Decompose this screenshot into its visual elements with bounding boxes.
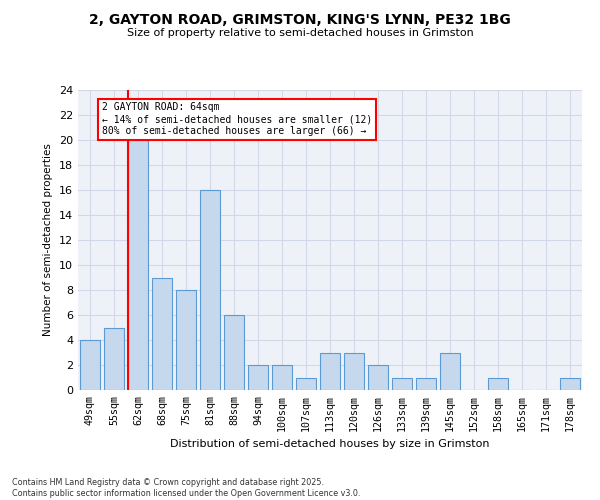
Bar [488, 378, 508, 390]
Y-axis label: Number of semi-detached properties: Number of semi-detached properties [43, 144, 53, 336]
Bar [392, 378, 412, 390]
Text: Size of property relative to semi-detached houses in Grimston: Size of property relative to semi-detach… [127, 28, 473, 38]
Bar [320, 352, 340, 390]
X-axis label: Distribution of semi-detached houses by size in Grimston: Distribution of semi-detached houses by … [170, 439, 490, 449]
Bar [224, 315, 244, 390]
Bar [176, 290, 196, 390]
Bar [344, 352, 364, 390]
Bar [152, 278, 172, 390]
Bar [80, 340, 100, 390]
Bar [368, 365, 388, 390]
Text: Contains HM Land Registry data © Crown copyright and database right 2025.
Contai: Contains HM Land Registry data © Crown c… [12, 478, 361, 498]
Text: 2 GAYTON ROAD: 64sqm
← 14% of semi-detached houses are smaller (12)
80% of semi-: 2 GAYTON ROAD: 64sqm ← 14% of semi-detac… [102, 102, 372, 136]
Bar [128, 140, 148, 390]
Bar [248, 365, 268, 390]
Text: 2, GAYTON ROAD, GRIMSTON, KING'S LYNN, PE32 1BG: 2, GAYTON ROAD, GRIMSTON, KING'S LYNN, P… [89, 12, 511, 26]
Bar [296, 378, 316, 390]
Bar [200, 190, 220, 390]
Bar [416, 378, 436, 390]
Bar [440, 352, 460, 390]
Bar [560, 378, 580, 390]
Bar [104, 328, 124, 390]
Bar [272, 365, 292, 390]
